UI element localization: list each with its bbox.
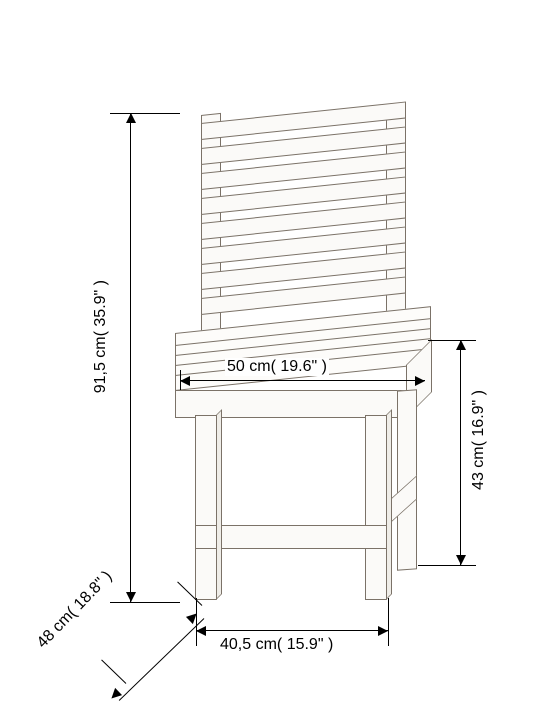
label-seat-width: 50 cm( 19.6" ) [225,358,329,376]
label-seat-height: 43 cm( 16.9" ) [470,390,488,490]
arrow-up-icon [126,113,136,123]
arrow-right-icon [415,376,425,386]
label-depth: 48 cm( 18.8" ) [34,568,116,652]
label-base-width: 40,5 cm( 15.9" ) [220,636,333,654]
leg-front-left-side [216,409,222,600]
leg-front-right [365,415,387,600]
arrow-down-icon [456,555,466,565]
tick [110,602,180,603]
diagram-canvas: 91,5 cm( 35.9" ) 43 cm( 16.9" ) 50 cm( 1… [0,0,540,720]
arrow-left-icon [180,376,190,386]
dim-depth [119,618,205,701]
tick [388,598,389,646]
dim-seat-height [460,340,461,565]
tick [418,565,476,566]
dim-height-total [130,113,131,602]
dim-base-width [196,630,388,631]
arrow-right-icon [378,626,388,636]
seat-apron-front [175,390,407,418]
tick [180,370,181,390]
tick [196,598,197,646]
leg-front-right-side [386,409,392,600]
dim-seat-width [180,380,425,381]
stretcher-front [195,525,387,549]
tick [101,660,126,684]
tick [110,113,180,114]
leg-front-left [195,415,217,600]
arrow-down-icon [126,592,136,602]
label-height-total: 91,5 cm( 35.9" ) [92,280,110,393]
arrow-left-icon [196,626,206,636]
tick [428,340,476,341]
arrow-up-icon [456,340,466,350]
